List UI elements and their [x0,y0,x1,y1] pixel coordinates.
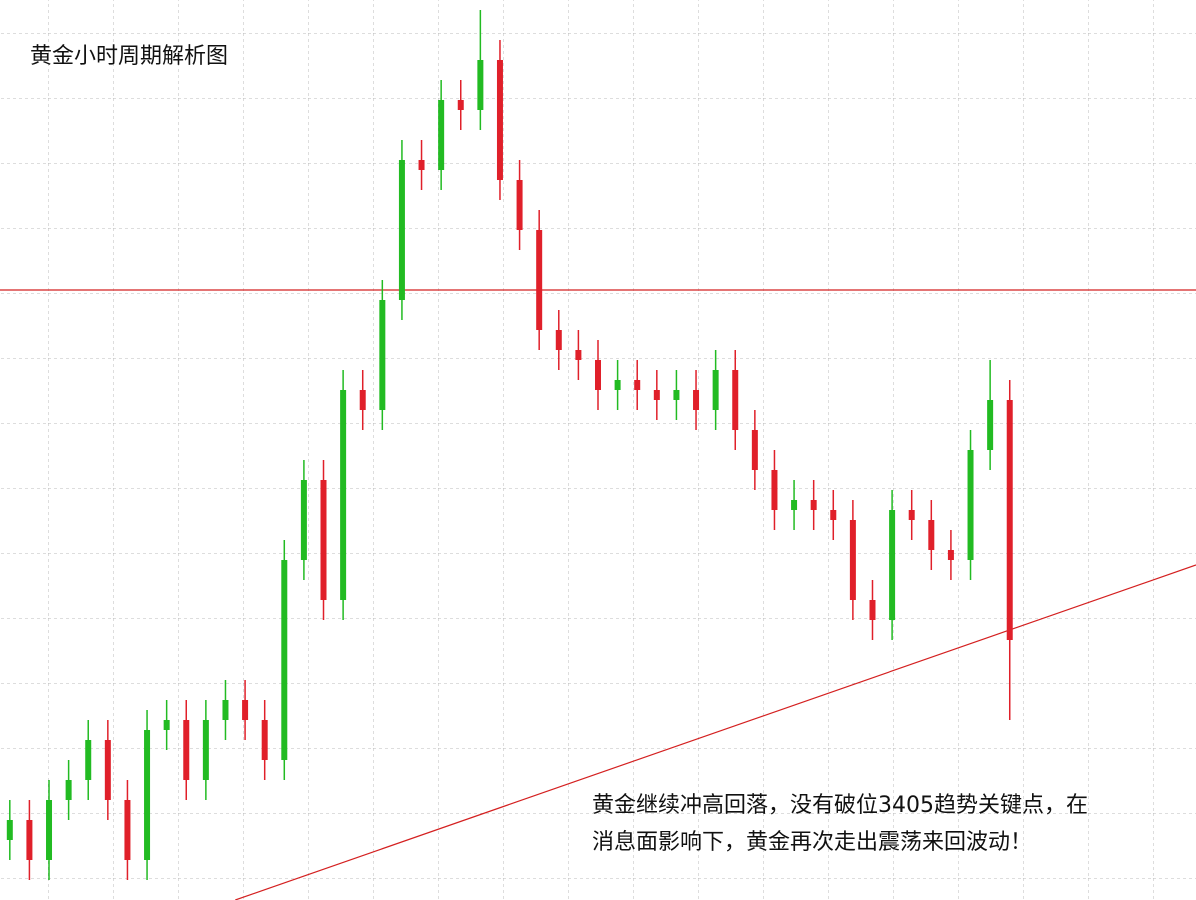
candle-body [516,180,523,230]
candle-body [46,800,53,860]
candle-body [418,160,425,170]
candle-body [869,600,876,620]
candle-body [379,300,386,410]
candle-body [496,60,503,180]
candle-body [712,370,719,410]
candle-body [732,370,739,430]
candle-body [555,330,562,350]
candle-body [575,350,582,360]
candle-body [359,390,366,410]
candle-body [320,480,327,600]
candle-body [928,520,935,550]
candle-body [673,390,680,400]
candle-body [85,740,92,780]
candle-body [261,720,268,760]
candle-body [849,520,856,600]
candle-body [477,60,484,110]
candle-body [65,780,72,800]
candle-body [438,100,445,170]
candle-body [300,480,307,560]
candle-body [810,500,817,510]
candle-body [398,160,405,300]
candle-body [183,720,190,780]
candle-body [281,560,288,760]
candle-body [1006,400,1013,640]
candle-body [595,360,601,390]
candle-body [987,400,994,450]
candle-body [242,700,249,720]
trendline [235,564,1196,900]
candle-body [634,380,641,390]
candle-body [124,800,131,860]
annotation: 黄金继续冲高回落，没有破位3405趋势关键点，在 [592,793,1088,818]
candle-body [222,700,229,720]
candle-body [908,510,915,520]
candle-body [104,740,111,800]
candle-body [536,230,543,330]
candle-body [202,720,209,780]
candle-body [144,730,151,860]
annotation: 消息面影响下，黄金再次走出震荡来回波动！ [592,830,1032,855]
candle-body [693,390,700,410]
candle-body [163,720,170,730]
chart-title: 黄金小时周期解析图 [30,44,228,69]
candle-body [889,510,896,620]
candle-body [967,450,974,560]
candle-body [457,100,464,110]
candle-body [830,510,837,520]
candle-body [6,820,13,840]
candle-body [771,470,778,510]
candle-body [653,390,660,400]
candle-body [947,550,954,560]
candle-body [26,820,33,860]
candle-body [791,500,798,510]
candle-body [614,380,621,390]
candle-body [751,430,758,470]
candle-body [340,390,347,600]
